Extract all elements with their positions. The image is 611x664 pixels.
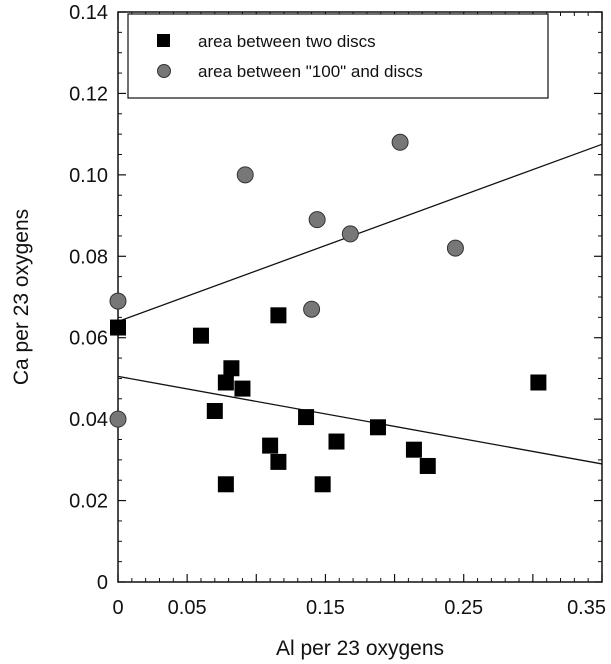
data-point-square bbox=[234, 380, 251, 397]
x-axis-title: Al per 23 oxygens bbox=[276, 637, 444, 660]
data-point-square bbox=[223, 360, 240, 377]
y-tick-label: 0.12 bbox=[69, 83, 108, 105]
x-tick-label: 0.05 bbox=[168, 597, 207, 619]
data-point-circle bbox=[109, 292, 127, 310]
y-tick-label: 0.06 bbox=[69, 328, 108, 350]
legend-box bbox=[127, 13, 549, 99]
data-point-square bbox=[270, 453, 287, 470]
legend-label-100-discs: area between "100" and discs bbox=[198, 62, 423, 81]
trend-line-1 bbox=[117, 143, 603, 323]
y-axis-title: Ca per 23 oxygens bbox=[10, 209, 33, 385]
data-point-square bbox=[298, 409, 315, 426]
legend-label-discs: area between two discs bbox=[198, 32, 376, 51]
data-point-square bbox=[328, 433, 345, 450]
data-point-square bbox=[192, 327, 209, 344]
legend-marker-square bbox=[157, 34, 170, 47]
data-point-circle bbox=[109, 410, 127, 428]
legend: area between two discs area between "100… bbox=[127, 13, 549, 99]
data-point-square bbox=[110, 319, 126, 336]
x-tick-label: 0.35 bbox=[567, 597, 606, 619]
y-tick-label: 0.02 bbox=[69, 491, 108, 513]
x-tick-label: 0.25 bbox=[444, 597, 483, 619]
data-point-circle bbox=[303, 300, 321, 318]
data-point-square bbox=[369, 419, 386, 436]
data-point-circle bbox=[446, 239, 464, 257]
data-point-square bbox=[270, 307, 287, 324]
data-point-square bbox=[217, 374, 234, 391]
trend-line-0 bbox=[117, 375, 603, 465]
data-point-square bbox=[419, 457, 436, 474]
data-point-square bbox=[405, 441, 422, 458]
y-tick-label: 0.08 bbox=[69, 246, 108, 268]
data-point-square bbox=[314, 476, 331, 493]
data-point-square bbox=[530, 374, 547, 391]
data-point-circle bbox=[341, 225, 359, 243]
tick-labels: 0 0.02 0.04 0.06 0.08 0.10 0.12 0.14 0 0.05 0.15 0.… bbox=[69, 2, 606, 619]
x-tick-label: 0 bbox=[112, 597, 123, 619]
legend-marker-circle bbox=[157, 64, 171, 78]
y-tick-label: 0.04 bbox=[69, 409, 108, 431]
data-point-circle bbox=[391, 133, 409, 151]
data-points bbox=[109, 133, 547, 493]
y-tick-label: 0.10 bbox=[69, 165, 108, 187]
data-point-square bbox=[262, 437, 279, 454]
y-tick-label: 0 bbox=[97, 572, 108, 594]
data-point-square bbox=[206, 403, 223, 419]
data-point-circle bbox=[308, 211, 326, 229]
data-point-square bbox=[217, 476, 234, 493]
y-tick-label: 0.14 bbox=[69, 2, 108, 24]
trend-lines bbox=[117, 143, 603, 465]
x-tick-label: 0.15 bbox=[306, 597, 345, 619]
data-point-circle bbox=[236, 166, 254, 184]
